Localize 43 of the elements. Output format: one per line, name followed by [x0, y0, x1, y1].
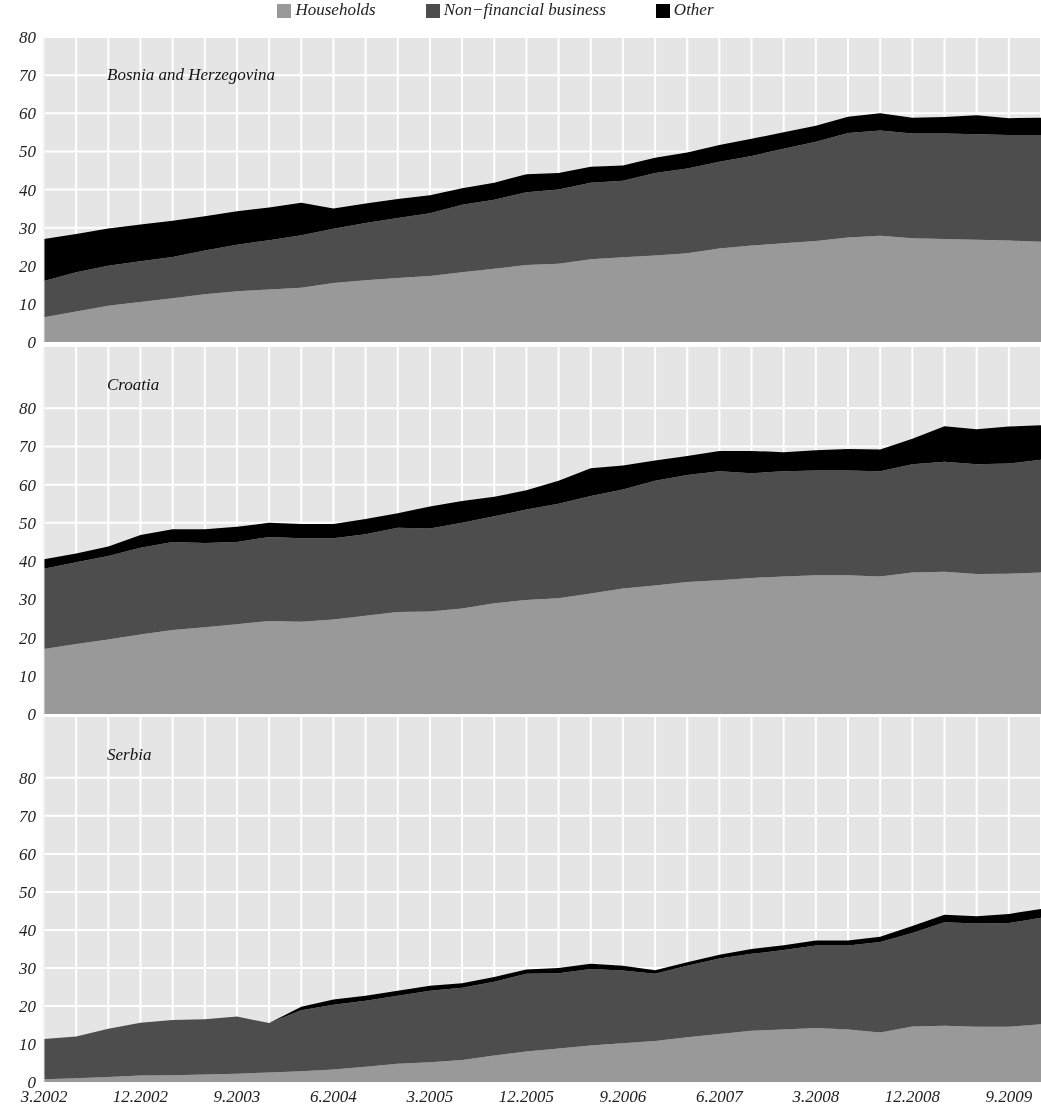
y-tick-label: 60: [19, 844, 37, 864]
x-tick-label: 6.2007: [696, 1087, 745, 1107]
y-tick-label: 10: [19, 294, 37, 314]
x-tick-label: 9.2009: [985, 1087, 1033, 1107]
y-tick-label: 80: [19, 768, 37, 788]
x-tick-label: 12.2008: [884, 1087, 941, 1107]
y-tick-label: 70: [19, 437, 37, 457]
y-tick-label: 10: [19, 1035, 37, 1055]
y-tick-label: 20: [19, 256, 37, 276]
y-tick-label: 20: [19, 628, 37, 648]
x-tick-label: 9.2003: [213, 1087, 261, 1107]
y-tick-label: 60: [19, 104, 37, 124]
y-tick-label: 30: [18, 218, 37, 238]
text: Serbia: [107, 745, 152, 765]
x-tick-label: 9.2006: [599, 1087, 647, 1107]
x-tick-label: 12.2002: [112, 1087, 169, 1107]
y-tick-label: 40: [19, 552, 37, 572]
legend-label: Households: [295, 0, 376, 19]
y-tick-label: 50: [19, 882, 37, 902]
x-tick-label: 6.2004: [310, 1087, 358, 1107]
y-tick-label: 0: [27, 333, 37, 353]
y-tick-label: 60: [19, 475, 37, 495]
y-tick-label: 20: [19, 996, 37, 1016]
y-tick-label: 80: [19, 28, 37, 48]
y-tick-label: 40: [19, 920, 37, 940]
y-tick-label: 40: [19, 180, 37, 200]
y-tick-label: 50: [19, 513, 37, 533]
x-tick-label: 3.2005: [405, 1087, 454, 1107]
x-tick-label: 12.2005: [498, 1087, 555, 1107]
y-tick-label: 70: [19, 66, 37, 86]
y-tick-label: 10: [19, 666, 37, 686]
y-tick-label: 50: [19, 142, 37, 162]
y-tick-label: 80: [19, 399, 37, 419]
legend-label: Non−financial business: [443, 0, 606, 19]
text: Croatia: [107, 375, 160, 395]
y-tick-label: 30: [18, 958, 37, 978]
legend-label: Other: [673, 0, 714, 19]
y-tick-label: 0: [27, 705, 37, 725]
x-tick-label: 3.2008: [791, 1087, 840, 1107]
y-tick-label: 30: [18, 590, 37, 610]
y-tick-label: 70: [19, 806, 37, 826]
text: Bosnia and Herzegovina: [107, 65, 276, 85]
x-tick-label: 3.2002: [19, 1087, 68, 1107]
